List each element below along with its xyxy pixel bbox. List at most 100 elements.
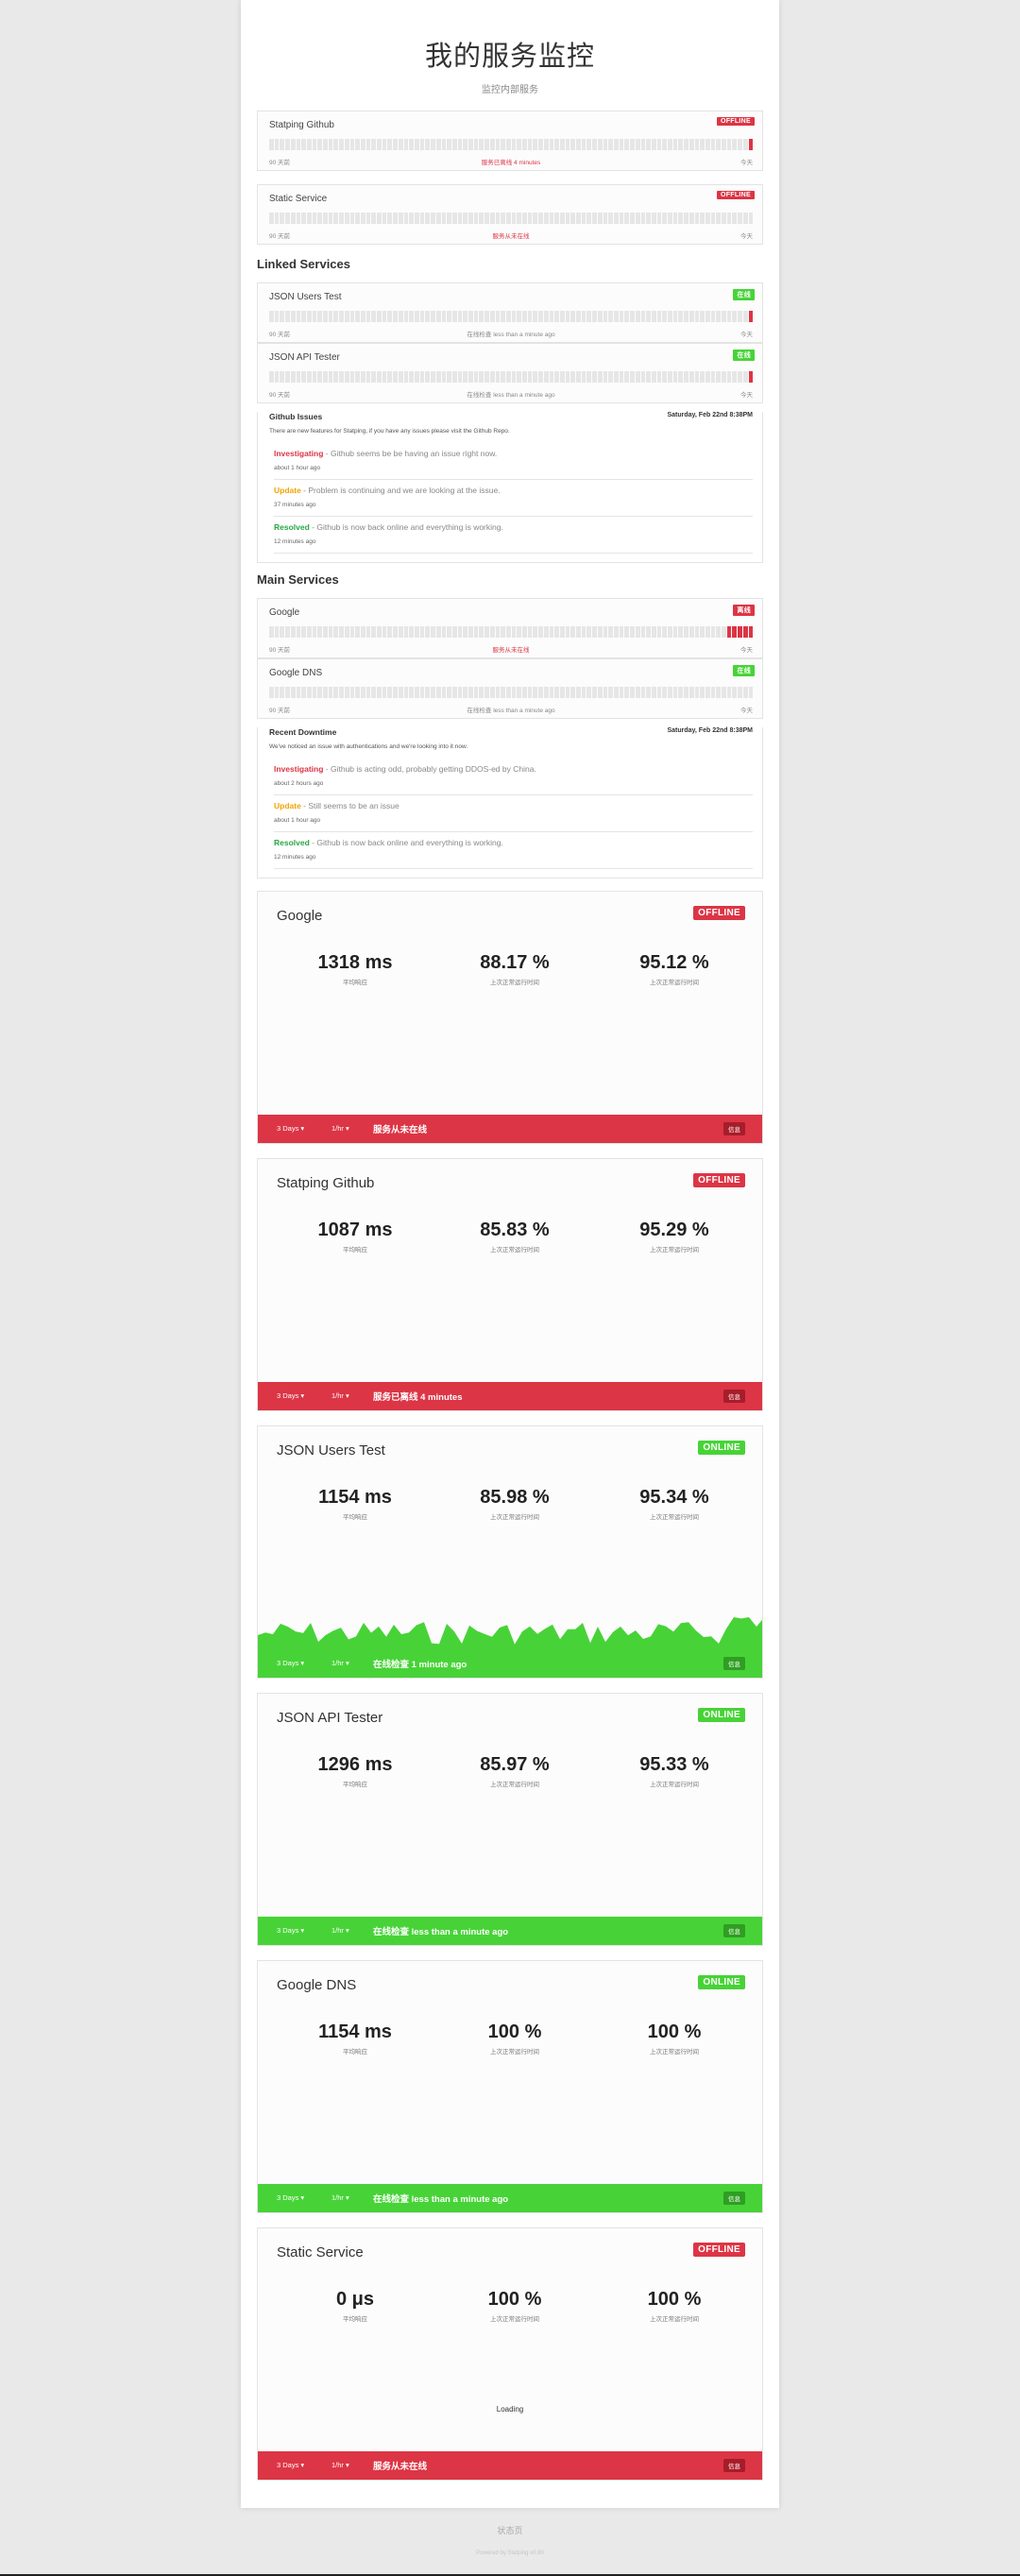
uptime-day-bar[interactable] xyxy=(398,139,403,150)
uptime-day-bar[interactable] xyxy=(387,687,393,698)
service-name[interactable]: Google xyxy=(269,607,300,618)
range-dropdown[interactable]: 3 Days ▾ xyxy=(277,1659,305,1667)
uptime-day-bar[interactable] xyxy=(570,213,576,224)
uptime-day-bar[interactable] xyxy=(722,213,726,224)
service-card-title[interactable]: Google xyxy=(277,908,323,924)
uptime-day-bar[interactable] xyxy=(473,626,479,638)
uptime-day-bar[interactable] xyxy=(290,139,296,150)
uptime-day-bar[interactable] xyxy=(570,687,576,698)
uptime-day-bar[interactable] xyxy=(366,139,371,150)
uptime-day-bar[interactable] xyxy=(495,626,501,638)
uptime-day-bar[interactable] xyxy=(285,626,290,638)
uptime-day-bar[interactable] xyxy=(328,213,333,224)
uptime-day-bar[interactable] xyxy=(668,213,672,224)
uptime-day-bar[interactable] xyxy=(576,213,581,224)
uptime-day-bar[interactable] xyxy=(559,371,565,383)
service-name[interactable]: JSON Users Test xyxy=(269,292,342,302)
uptime-day-bar[interactable] xyxy=(722,371,726,383)
uptime-day-bar[interactable] xyxy=(360,139,366,150)
uptime-day-bar[interactable] xyxy=(533,687,538,698)
uptime-day-bar[interactable] xyxy=(742,371,748,383)
uptime-day-bar[interactable] xyxy=(393,687,398,698)
uptime-day-bar[interactable] xyxy=(431,626,435,638)
uptime-day-bar[interactable] xyxy=(726,311,732,322)
uptime-day-bar[interactable] xyxy=(457,687,463,698)
uptime-day-bar[interactable] xyxy=(543,626,549,638)
uptime-day-bar[interactable] xyxy=(463,626,468,638)
uptime-day-bar[interactable] xyxy=(312,311,317,322)
uptime-day-bar[interactable] xyxy=(441,139,447,150)
uptime-day-bar[interactable] xyxy=(285,687,290,698)
uptime-day-bar[interactable] xyxy=(317,687,323,698)
uptime-day-bar[interactable] xyxy=(748,311,754,322)
uptime-day-bar[interactable] xyxy=(431,213,435,224)
uptime-day-bar[interactable] xyxy=(554,687,559,698)
uptime-day-bar[interactable] xyxy=(742,687,748,698)
uptime-day-bar[interactable] xyxy=(630,371,635,383)
uptime-day-bar[interactable] xyxy=(333,311,339,322)
uptime-day-bar[interactable] xyxy=(726,371,732,383)
uptime-day-bar[interactable] xyxy=(651,139,656,150)
uptime-day-bar[interactable] xyxy=(489,626,495,638)
uptime-day-bar[interactable] xyxy=(355,687,360,698)
uptime-day-bar[interactable] xyxy=(538,311,543,322)
uptime-day-bar[interactable] xyxy=(377,139,382,150)
service-card-title[interactable]: Static Service xyxy=(277,2244,364,2260)
uptime-day-bar[interactable] xyxy=(672,626,678,638)
service-status-row[interactable]: Google 离线 90 天前 服务从未在线 今天 xyxy=(257,598,763,658)
uptime-day-bar[interactable] xyxy=(296,371,301,383)
uptime-day-bar[interactable] xyxy=(651,371,656,383)
uptime-day-bar[interactable] xyxy=(457,139,463,150)
uptime-day-bar[interactable] xyxy=(463,139,468,150)
uptime-day-bar[interactable] xyxy=(710,371,716,383)
uptime-day-bar[interactable] xyxy=(447,139,451,150)
uptime-day-bar[interactable] xyxy=(732,371,738,383)
uptime-day-bar[interactable] xyxy=(586,626,592,638)
uptime-day-bar[interactable] xyxy=(646,213,651,224)
uptime-day-bar[interactable] xyxy=(285,311,290,322)
uptime-day-bar[interactable] xyxy=(441,626,447,638)
uptime-day-bar[interactable] xyxy=(511,213,517,224)
uptime-day-bar[interactable] xyxy=(592,626,597,638)
uptime-day-bar[interactable] xyxy=(581,139,586,150)
uptime-day-bar[interactable] xyxy=(398,371,403,383)
uptime-day-bar[interactable] xyxy=(614,626,619,638)
uptime-day-bar[interactable] xyxy=(726,139,732,150)
uptime-day-bar[interactable] xyxy=(457,311,463,322)
uptime-day-bar[interactable] xyxy=(684,213,688,224)
uptime-day-bar[interactable] xyxy=(360,311,366,322)
uptime-day-bar[interactable] xyxy=(285,213,290,224)
uptime-day-bar[interactable] xyxy=(377,626,382,638)
uptime-day-bar[interactable] xyxy=(355,626,360,638)
uptime-day-bar[interactable] xyxy=(377,213,382,224)
uptime-day-bar[interactable] xyxy=(630,213,635,224)
uptime-day-bar[interactable] xyxy=(339,139,344,150)
uptime-day-bar[interactable] xyxy=(398,311,403,322)
uptime-day-bar[interactable] xyxy=(710,213,716,224)
uptime-day-bar[interactable] xyxy=(651,213,656,224)
uptime-day-bar[interactable] xyxy=(576,687,581,698)
uptime-day-bar[interactable] xyxy=(425,626,431,638)
uptime-day-bar[interactable] xyxy=(349,687,355,698)
interval-dropdown[interactable]: 1/hr ▾ xyxy=(332,1124,349,1133)
uptime-day-bar[interactable] xyxy=(565,687,570,698)
uptime-day-bar[interactable] xyxy=(635,311,640,322)
uptime-day-bar[interactable] xyxy=(403,213,409,224)
uptime-day-bar[interactable] xyxy=(565,139,570,150)
uptime-day-bar[interactable] xyxy=(349,213,355,224)
uptime-day-bar[interactable] xyxy=(678,687,684,698)
uptime-day-bar[interactable] xyxy=(597,626,603,638)
uptime-day-bar[interactable] xyxy=(511,371,517,383)
uptime-day-bar[interactable] xyxy=(533,213,538,224)
uptime-day-bar[interactable] xyxy=(301,311,306,322)
uptime-day-bar[interactable] xyxy=(414,139,419,150)
uptime-day-bar[interactable] xyxy=(678,371,684,383)
uptime-day-bar[interactable] xyxy=(619,213,624,224)
uptime-day-bar[interactable] xyxy=(694,626,700,638)
uptime-day-bar[interactable] xyxy=(688,371,694,383)
service-status-row[interactable]: Google DNS 在线 90 天前 在线检查 less than a minute… xyxy=(257,658,763,719)
uptime-day-bar[interactable] xyxy=(511,687,517,698)
uptime-day-bar[interactable] xyxy=(700,687,705,698)
uptime-day-bar[interactable] xyxy=(619,687,624,698)
uptime-day-bar[interactable] xyxy=(431,139,435,150)
